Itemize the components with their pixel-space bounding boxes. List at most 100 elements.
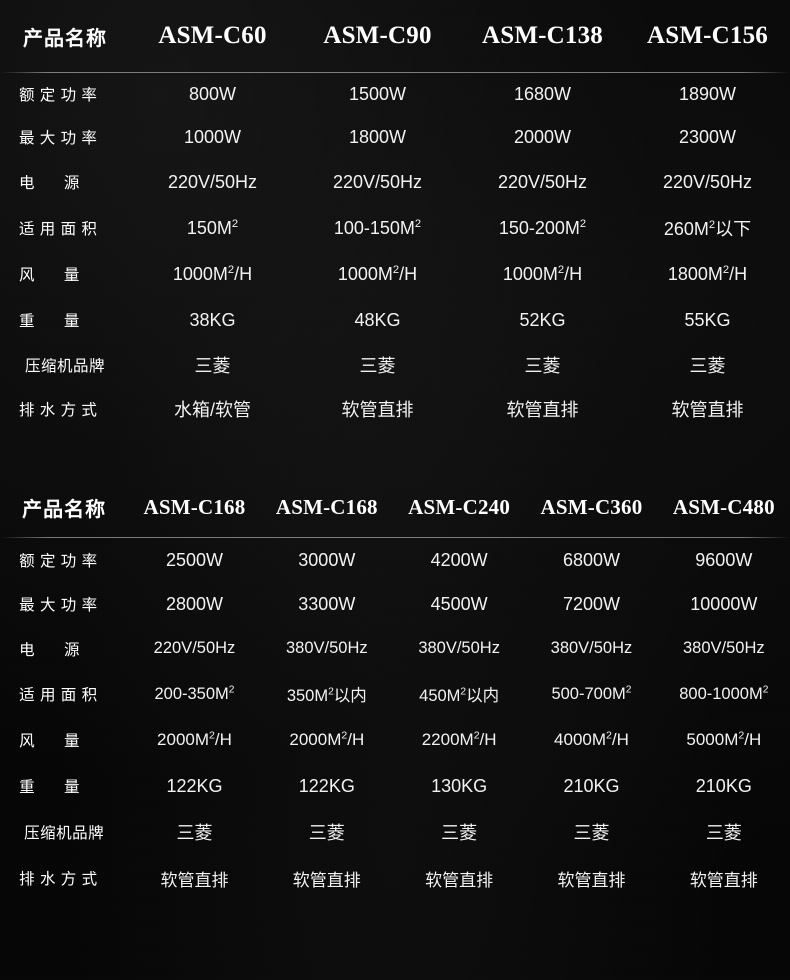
cell: 380V/50Hz — [682, 639, 765, 657]
cell: 三菱 — [573, 823, 610, 843]
cell: 1680W — [513, 83, 572, 104]
cell: 三菱 — [689, 356, 726, 376]
table-row: 额 定 功 率 2500W 3000W 4200W 6800W 9600W — [0, 538, 790, 582]
cell-value: 1800M2/H — [667, 263, 748, 284]
cell: 210KG — [563, 775, 620, 796]
cell-value: 150-200M2 — [498, 217, 587, 238]
cell: 220V/50Hz — [662, 171, 753, 192]
cell: 三菱 — [194, 356, 231, 376]
row-label: 风 量 — [19, 267, 80, 284]
cell: 48KG — [354, 309, 401, 330]
cell: 150M2 — [130, 205, 295, 251]
cell: 800W — [188, 83, 237, 104]
cell-value: 150M2 — [186, 217, 239, 238]
cell: 122KG — [166, 775, 223, 796]
cell: 软管直排 — [341, 400, 414, 420]
cell: 52KG — [519, 309, 566, 330]
cell: 350M2以内 — [261, 671, 393, 717]
spec-table-1: 产品名称 ASM-C60 ASM-C90 ASM-C138 ASM-C156 — [0, 0, 790, 72]
row-label: 额 定 功 率 — [19, 553, 98, 570]
table-row: 额 定 功 率 800W 1500W 1680W 1890W — [0, 73, 790, 115]
cell-value: 800-1000M2 — [679, 684, 769, 703]
table-row: 排 水 方 式 水箱/软管 软管直排 软管直排 软管直排 — [0, 387, 790, 431]
cell: 100-150M2 — [295, 205, 460, 251]
row-label: 最 大 功 率 — [19, 130, 98, 147]
cell: 130KG — [431, 775, 488, 796]
cell: 380V/50Hz — [285, 639, 368, 657]
cell: 2300W — [678, 126, 737, 147]
cell: 500-700M2 — [525, 671, 657, 717]
table-row: 最 大 功 率 2800W 3300W 4500W 7200W 10000W — [0, 582, 790, 626]
cell: 软管直排 — [425, 870, 494, 890]
cell: 800-1000M2 — [658, 671, 790, 717]
cell: 2200M2/H — [393, 717, 525, 763]
cell: 三菱 — [441, 823, 478, 843]
cell: 三菱 — [359, 356, 396, 376]
cell: 260M2以下 — [625, 205, 790, 251]
table-row: 压缩机品牌 三菱 三菱 三菱 三菱 三菱 — [0, 809, 790, 855]
cell: 2500W — [165, 549, 223, 570]
table-row: 风 量 2000M2/H 2000M2/H 2200M2/H 4000M2/H … — [0, 717, 790, 763]
cell: 软管直排 — [557, 870, 626, 890]
header-model-2: ASM-C240 — [408, 494, 511, 519]
cell: 220V/50Hz — [497, 171, 588, 192]
cell: 1500W — [348, 83, 407, 104]
cell: 2000M2/H — [261, 717, 393, 763]
row-label: 电 源 — [19, 641, 80, 659]
cell-value: 2000M2/H — [289, 729, 365, 750]
row-label: 额 定 功 率 — [19, 87, 98, 104]
cell: 三菱 — [705, 823, 742, 843]
table-row: 风 量 1000M2/H 1000M2/H 1000M2/H 1800M2/H — [0, 251, 790, 297]
row-label: 重 量 — [19, 779, 80, 796]
table-1-header-divider — [0, 72, 790, 73]
row-label: 重 量 — [19, 313, 80, 330]
row-label: 适 用 面 积 — [19, 221, 98, 238]
cell: 55KG — [684, 309, 731, 330]
header-model-0: ASM-C60 — [158, 22, 267, 49]
cell: 软管直排 — [671, 400, 744, 420]
cell: 2000W — [513, 126, 572, 147]
table-row: 重 量 122KG 122KG 130KG 210KG 210KG — [0, 763, 790, 809]
cell: 122KG — [298, 775, 355, 796]
table-1-header-row: 产品名称 ASM-C60 ASM-C90 ASM-C138 ASM-C156 — [0, 0, 790, 72]
cell-value: 500-700M2 — [551, 684, 632, 703]
cell: 4500W — [430, 593, 488, 614]
cell: 2000M2/H — [128, 717, 260, 763]
cell: 380V/50Hz — [550, 639, 633, 657]
header-model-3: ASM-C360 — [540, 494, 643, 519]
cell: 9600W — [695, 549, 753, 570]
cell-value: 2200M2/H — [421, 729, 497, 750]
cell-value: 1000M2/H — [172, 263, 253, 284]
cell: 5000M2/H — [658, 717, 790, 763]
row-label: 最 大 功 率 — [19, 597, 98, 614]
header-model-0: ASM-C168 — [143, 494, 246, 519]
row-label: 压缩机品牌 — [24, 825, 105, 842]
cell-value: 5000M2/H — [686, 729, 762, 750]
cell: 450M2以内 — [393, 671, 525, 717]
cell: 2800W — [165, 593, 223, 614]
cell: 水箱/软管 — [173, 400, 251, 420]
cell: 1800W — [348, 126, 407, 147]
cell-value: 1000M2/H — [502, 263, 583, 284]
spec-table-2: 产品名称 ASM-C168 ASM-C168 ASM-C240 ASM-C360… — [0, 477, 790, 537]
table-row: 压缩机品牌 三菱 三菱 三菱 三菱 — [0, 343, 790, 387]
table-row: 适 用 面 积 150M2 100-150M2 150-200M2 260M2以… — [0, 205, 790, 251]
cell: 4200W — [430, 549, 488, 570]
cell: 38KG — [189, 309, 236, 330]
block-spacer — [0, 431, 790, 477]
header-model-1: ASM-C90 — [323, 22, 432, 49]
cell: 1800M2/H — [625, 251, 790, 297]
cell: 软管直排 — [292, 870, 361, 890]
cell: 3000W — [298, 549, 356, 570]
header-model-4: ASM-C480 — [672, 494, 775, 519]
row-label: 排 水 方 式 — [19, 402, 98, 419]
cell: 1890W — [678, 83, 737, 104]
cell: 200-350M2 — [128, 671, 260, 717]
cell: 380V/50Hz — [418, 639, 500, 657]
row-label: 排 水 方 式 — [19, 871, 98, 888]
table-row: 适 用 面 积 200-350M2 350M2以内 450M2以内 500-70… — [0, 671, 790, 717]
header-label-cell: 产品名称 — [22, 498, 107, 521]
cell: 7200W — [562, 593, 620, 614]
cell-value: 450M2以内 — [419, 686, 500, 706]
